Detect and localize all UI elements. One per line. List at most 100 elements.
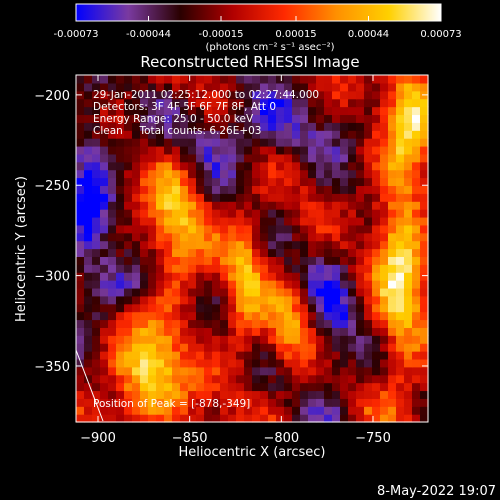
heatmap-cell	[284, 390, 293, 399]
heatmap-cell	[404, 414, 413, 423]
heatmap-cell	[292, 130, 301, 139]
heatmap-cell	[124, 240, 133, 250]
heatmap-cell	[268, 327, 277, 336]
heatmap-cell	[204, 248, 213, 257]
colorbar	[75, 3, 442, 22]
heatmap-cell	[220, 248, 229, 257]
heatmap-cell	[292, 351, 301, 360]
heatmap-cell	[252, 264, 261, 273]
heatmap-cell	[228, 382, 237, 392]
heatmap-cell	[348, 90, 357, 100]
heatmap-cell	[252, 193, 261, 202]
heatmap-cell	[372, 145, 381, 155]
heatmap-cell	[180, 303, 189, 313]
heatmap-cell	[348, 366, 357, 376]
heatmap-cell	[156, 319, 165, 328]
heatmap-cell	[388, 90, 397, 100]
heatmap-cell	[372, 224, 381, 234]
heatmap-cell	[260, 264, 269, 273]
heatmap-cell	[132, 343, 141, 352]
heatmap-cell	[316, 382, 325, 392]
heatmap-cell	[76, 145, 85, 155]
heatmap-cell	[324, 327, 333, 336]
heatmap-cell	[292, 366, 301, 376]
heatmap-cell	[404, 295, 413, 305]
heatmap-cell	[188, 153, 197, 163]
heatmap-cell	[308, 303, 317, 313]
heatmap-cell	[356, 130, 365, 139]
heatmap-cell	[260, 256, 269, 265]
heatmap-cell	[292, 82, 301, 92]
heatmap-cell	[252, 224, 261, 234]
heatmap-cell	[324, 295, 333, 305]
heatmap-cell	[132, 209, 141, 218]
heatmap-cell	[148, 280, 157, 289]
heatmap-cell	[404, 311, 413, 321]
heatmap-cell	[108, 295, 117, 305]
heatmap-cell	[332, 343, 341, 352]
heatmap-cell	[300, 145, 309, 155]
heatmap-cell	[388, 303, 397, 313]
heatmap-cell	[84, 240, 93, 250]
heatmap-cell	[76, 82, 85, 92]
heatmap-cell	[236, 256, 245, 265]
heatmap-cell	[188, 209, 197, 218]
heatmap-cell	[340, 224, 349, 234]
heatmap-cell	[156, 138, 165, 147]
heatmap-cell	[172, 335, 181, 344]
heatmap-cell	[364, 177, 373, 187]
heatmap-cell	[364, 398, 373, 407]
heatmap-cell	[316, 390, 325, 399]
heatmap-cell	[84, 287, 93, 297]
heatmap-cell	[220, 224, 229, 234]
heatmap-cell	[252, 161, 261, 171]
heatmap-cell	[268, 351, 277, 360]
heatmap-cell	[412, 382, 421, 392]
heatmap-cell	[236, 280, 245, 289]
heatmap-cell	[364, 366, 373, 376]
heatmap-cell	[332, 153, 341, 163]
heatmap-cell	[268, 256, 277, 265]
heatmap-cell	[292, 193, 301, 202]
heatmap-cell	[316, 414, 325, 423]
heatmap-cell	[412, 169, 421, 179]
heatmap-cell	[396, 122, 405, 131]
heatmap-cell	[140, 114, 149, 123]
heatmap-cell	[348, 130, 357, 139]
heatmap-cell	[268, 161, 277, 171]
heatmap-cell	[124, 201, 133, 210]
heatmap-cell	[156, 358, 165, 368]
heatmap-cell	[252, 398, 261, 407]
heatmap-cell	[196, 130, 205, 139]
heatmap-cell	[84, 256, 93, 265]
heatmap-cell	[164, 406, 173, 415]
heatmap-cell	[380, 130, 389, 139]
heatmap-cell	[172, 398, 181, 407]
heatmap-cell	[132, 177, 141, 187]
heatmap-cell	[300, 98, 309, 108]
heatmap-cell	[220, 201, 229, 210]
heatmap-cell	[100, 351, 109, 360]
heatmap-cell	[76, 358, 85, 368]
heatmap-cell	[420, 240, 429, 250]
heatmap-cell	[220, 358, 229, 368]
heatmap-cell	[228, 153, 237, 163]
heatmap-cell	[132, 311, 141, 321]
heatmap-cell	[268, 240, 277, 250]
heatmap-cell	[340, 390, 349, 399]
heatmap-cell	[220, 264, 229, 273]
heatmap-cell	[172, 343, 181, 352]
heatmap-cell	[372, 256, 381, 265]
heatmap-cell	[236, 295, 245, 305]
heatmap-cell	[76, 209, 85, 218]
heatmap-cell	[404, 390, 413, 399]
heatmap-cell	[188, 224, 197, 234]
heatmap-cell	[388, 201, 397, 210]
colorbar-tick-label: -0.00015	[199, 29, 244, 40]
heatmap-cell	[188, 280, 197, 289]
heatmap-cell	[396, 280, 405, 289]
heatmap-cell	[396, 358, 405, 368]
heatmap-cell	[212, 280, 221, 289]
heatmap-cell	[156, 272, 165, 281]
heatmap-cell	[340, 114, 349, 123]
